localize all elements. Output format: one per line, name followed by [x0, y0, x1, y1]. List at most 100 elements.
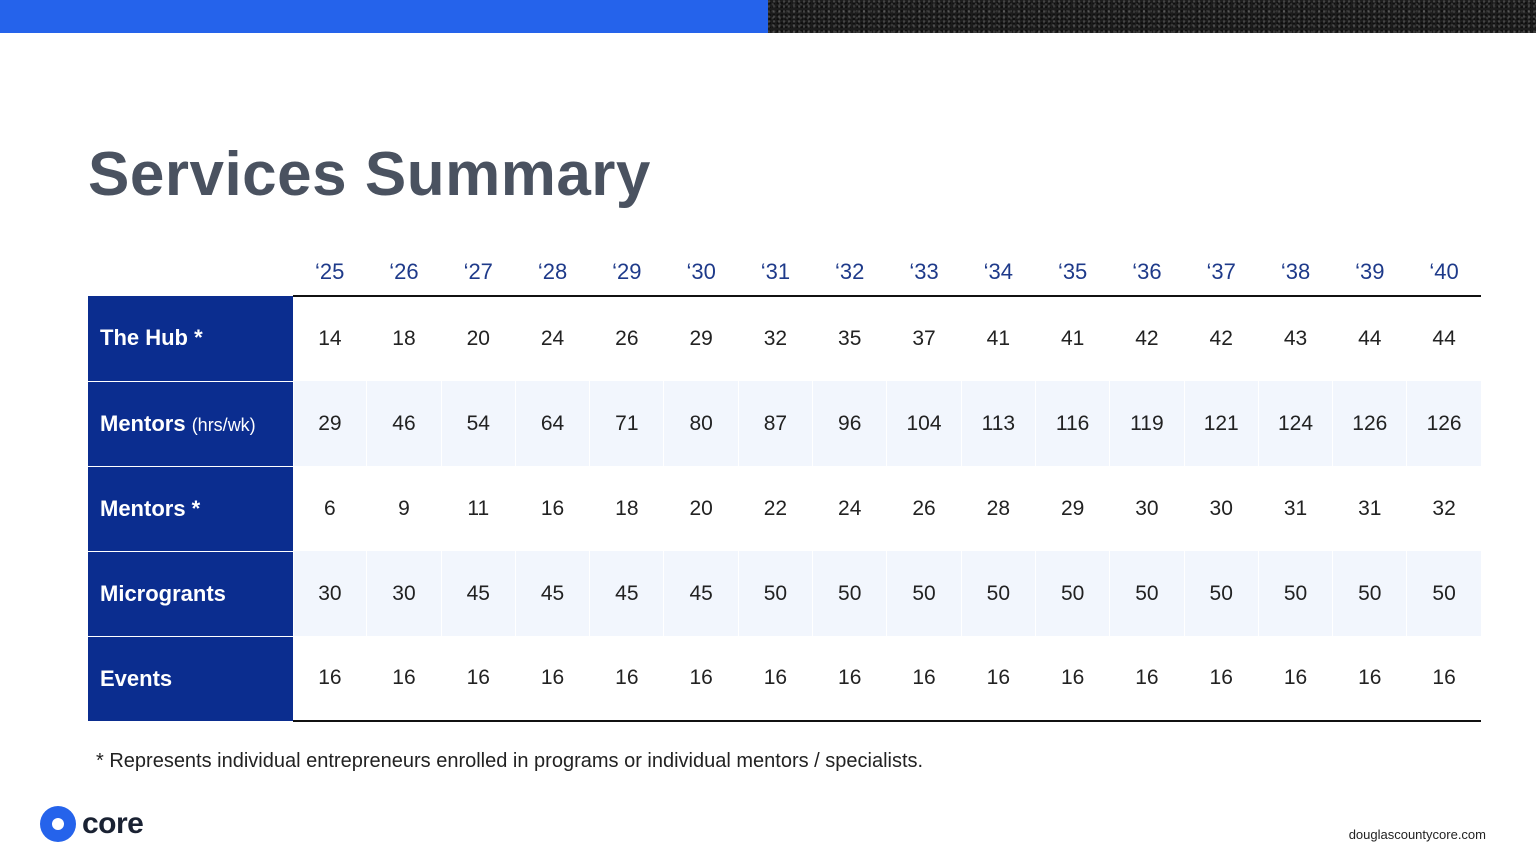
table-cell: 14 [292, 296, 367, 381]
year-header: ‘39 [1332, 248, 1407, 297]
table-cell: 26 [886, 466, 962, 551]
table-cell: 16 [589, 636, 664, 722]
table-corner [88, 248, 293, 296]
table-cell: 64 [514, 381, 590, 466]
table-cell: 41 [1034, 296, 1110, 381]
table-cell: 35 [812, 296, 887, 381]
year-header: ‘36 [1109, 248, 1185, 297]
table-cell: 30 [1183, 466, 1259, 551]
table-cell: 42 [1109, 296, 1185, 381]
table-cell: 11 [440, 466, 516, 551]
table-cell: 45 [663, 551, 739, 636]
year-header: ‘32 [812, 248, 887, 297]
table-cell: 45 [440, 551, 516, 636]
table-cell: 54 [440, 381, 516, 466]
table-cell: 87 [737, 381, 813, 466]
core-logo: core [40, 806, 144, 842]
year-header-row: ‘25 ‘26 ‘27 ‘28 ‘29 ‘30 ‘31 ‘32 ‘33 ‘34 ‘35 ‘36 ‘37 ‘… [88, 248, 1481, 297]
table-cell: 50 [1183, 551, 1259, 636]
website-url: douglascountycore.com [1348, 827, 1486, 842]
year-header: ‘26 [366, 248, 442, 297]
table-cell: 30 [366, 551, 442, 636]
table-cell: 46 [366, 381, 442, 466]
table-cell: 16 [960, 636, 1036, 722]
table-cell: 16 [886, 636, 962, 722]
table-cell: 30 [292, 551, 367, 636]
table-cell: 16 [440, 636, 516, 722]
table-cell: 44 [1406, 296, 1481, 381]
table-cell: 22 [737, 466, 813, 551]
row-label-unit: (hrs/wk) [191, 414, 256, 435]
table-cell: 80 [663, 381, 739, 466]
top-accent-bar [0, 0, 768, 33]
table-cell: 43 [1257, 296, 1333, 381]
row-label-text: Microgrants [100, 580, 226, 606]
row-label-text: Mentors * [100, 495, 201, 521]
row-label-text: The Hub * [100, 325, 203, 351]
table-cell: 28 [960, 466, 1036, 551]
year-header: ‘35 [1034, 248, 1110, 297]
table-cell: 50 [1332, 551, 1407, 636]
row-label: Mentors (hrs/wk) [88, 381, 293, 467]
table-cell: 29 [1034, 466, 1110, 551]
year-header: ‘34 [960, 248, 1036, 297]
table-cell: 50 [1034, 551, 1110, 636]
year-header: ‘40 [1406, 248, 1481, 297]
year-header: ‘29 [589, 248, 664, 297]
year-header: ‘33 [886, 248, 962, 297]
table-cell: 42 [1183, 296, 1259, 381]
table-cell: 16 [1406, 636, 1481, 722]
table-cell: 16 [737, 636, 813, 722]
table-cell: 24 [812, 466, 887, 551]
table-cell: 50 [960, 551, 1036, 636]
table-row: Events 16 16 16 16 16 16 16 16 16 16 16 16 16 16 16 16 [88, 636, 1481, 722]
table-cell: 50 [886, 551, 962, 636]
page-title: Services Summary [88, 140, 651, 209]
table-row: Mentors (hrs/wk) 29 46 54 64 71 80 87 96 104 113 11… [88, 381, 1481, 467]
table-row: Microgrants 30 30 45 45 45 45 50 50 50 50 50 50 50 50 5… [88, 551, 1481, 637]
row-label: The Hub * [88, 296, 293, 382]
table-cell: 6 [292, 466, 367, 551]
footnote: * Represents individual entrepreneurs en… [96, 750, 924, 772]
table-cell: 104 [886, 381, 962, 466]
year-header: ‘25 [293, 248, 367, 297]
table-cell: 29 [663, 296, 739, 381]
table-cell: 124 [1257, 381, 1333, 466]
core-logo-text: core [82, 807, 144, 840]
table-cell: 50 [1109, 551, 1185, 636]
table-cell: 24 [514, 296, 590, 381]
services-summary-table: ‘25 ‘26 ‘27 ‘28 ‘29 ‘30 ‘31 ‘32 ‘33 ‘34 ‘35 ‘36 ‘37 ‘… [88, 248, 1481, 722]
table-cell: 16 [663, 636, 739, 722]
table-cell: 16 [366, 636, 442, 722]
table-cell: 126 [1332, 381, 1407, 466]
year-header: ‘27 [440, 248, 516, 297]
table-cell: 16 [1183, 636, 1259, 722]
table-cell: 16 [1109, 636, 1185, 722]
year-header: ‘28 [514, 248, 590, 297]
table-cell: 20 [663, 466, 739, 551]
table-row: Mentors * 6 9 11 16 18 20 22 24 26 28 29 30 30 31 31 32 [88, 466, 1481, 552]
year-header: ‘30 [663, 248, 739, 297]
row-label: Events [88, 636, 293, 721]
year-header: ‘31 [737, 248, 813, 297]
table-cell: 31 [1332, 466, 1407, 551]
year-header: ‘37 [1183, 248, 1259, 297]
table-cell: 113 [960, 381, 1036, 466]
table-cell: 9 [366, 466, 442, 551]
table-cell: 16 [1257, 636, 1333, 722]
table-cell: 18 [589, 466, 664, 551]
table-cell: 45 [589, 551, 664, 636]
table-cell: 18 [366, 296, 442, 381]
table-cell: 119 [1109, 381, 1185, 466]
table-cell: 126 [1406, 381, 1481, 466]
table-cell: 31 [1257, 466, 1333, 551]
table-cell: 96 [812, 381, 887, 466]
table-cell: 26 [589, 296, 664, 381]
table-cell: 16 [1034, 636, 1110, 722]
core-logo-icon [40, 806, 76, 842]
row-label: Mentors * [88, 466, 293, 552]
table-cell: 50 [1257, 551, 1333, 636]
row-label-text: Events [100, 665, 173, 691]
table-cell: 32 [1406, 466, 1481, 551]
table-cell: 41 [960, 296, 1036, 381]
